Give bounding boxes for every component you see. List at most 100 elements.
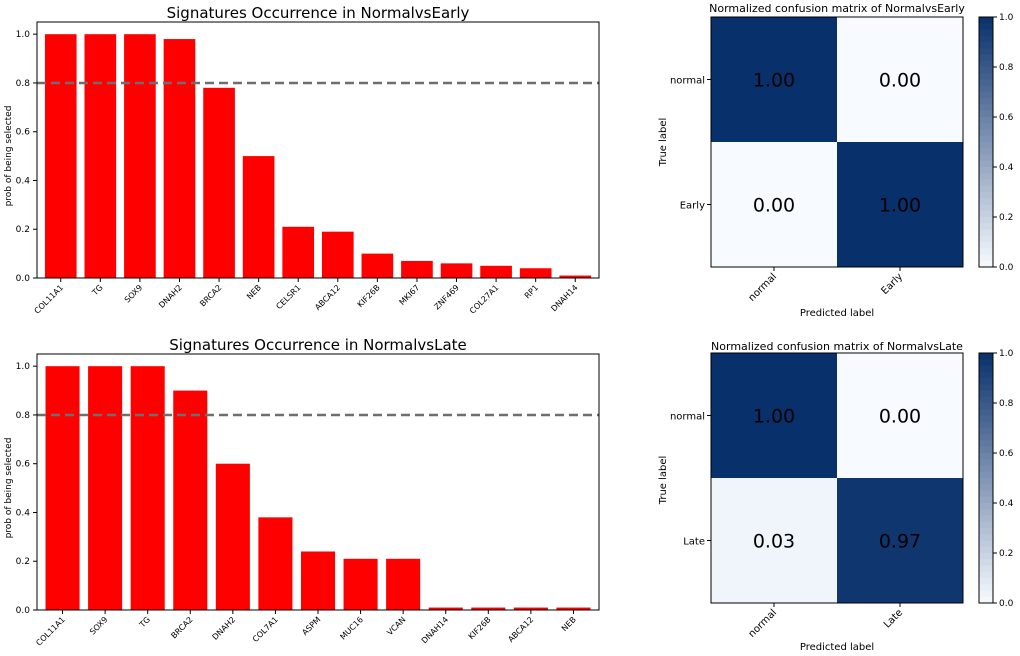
matrix-cell (711, 478, 837, 603)
colorbar-segment (979, 29, 993, 37)
colorbar-segment (979, 42, 993, 49)
x-tick-label: VCAN (385, 615, 407, 637)
colorbar-frame (978, 16, 994, 268)
bar (480, 265, 512, 278)
bar (242, 156, 275, 278)
matrix-cell (837, 478, 963, 603)
y-tick-label: Late (683, 537, 705, 548)
colorbar-segment (979, 17, 993, 24)
colorbar-tick-label: 1.0 (999, 349, 1014, 359)
colorbar-segment (979, 571, 993, 579)
bar (471, 607, 506, 610)
y-tick-label: 0.0 (16, 606, 31, 616)
x-tick-label: BRCA2 (198, 283, 223, 308)
colorbar-segment (979, 584, 993, 592)
matrix-cell (711, 353, 837, 478)
y-tick-label: 0.8 (16, 411, 31, 421)
colorbar-tick-label: 1.0 (999, 13, 1014, 23)
colorbar-segment (979, 85, 993, 93)
colorbar-segment (979, 384, 993, 392)
colorbar-segment (979, 210, 993, 218)
colorbar-segment (979, 471, 993, 479)
cell-value: 0.00 (753, 195, 795, 217)
colorbar-segment (979, 590, 993, 598)
y-tick-label: normal (670, 412, 705, 423)
y-tick-label: 0.2 (16, 557, 30, 567)
bar (282, 226, 315, 278)
x-tick-label: SOX9 (123, 283, 145, 305)
bar (386, 558, 421, 610)
colorbar-segment (979, 565, 993, 573)
colorbar-segment (979, 509, 993, 517)
bar (519, 268, 552, 278)
x-tick-label: DNAH2 (157, 283, 184, 310)
cell-value: 0.00 (879, 406, 921, 428)
colorbar-segment (979, 129, 993, 137)
matrix-cell (837, 17, 963, 142)
cell-value: 1.00 (753, 70, 795, 92)
bar (513, 607, 548, 610)
colorbar-segment (979, 198, 993, 206)
x-tick-label: ASPM (300, 615, 322, 637)
bar (559, 275, 592, 278)
colorbar-segment (979, 104, 993, 112)
colorbar-segment (979, 223, 993, 231)
colorbar-tick-label: 0.2 (999, 549, 1013, 559)
y-axis-label: prob of being selected (4, 438, 14, 539)
x-tick-label: CELSR1 (274, 283, 302, 311)
colorbar-tick-label: 0.6 (999, 113, 1014, 123)
x-tick-label: TG (90, 283, 105, 298)
y-axis-label: True label (658, 456, 669, 506)
colorbar-segment (979, 48, 993, 56)
x-axis-label: Predicted label (800, 642, 874, 653)
colorbar-segment (979, 596, 993, 604)
x-tick-label: COL11A1 (34, 615, 67, 648)
chart-title: Normalized confusion matrix of NormalvsL… (711, 340, 963, 353)
colorbar-segment (979, 365, 993, 373)
colorbar-segment (979, 242, 993, 249)
cell-value: 1.00 (753, 406, 795, 428)
colorbar-segment (979, 484, 993, 492)
x-tick-label: NEB (560, 615, 578, 633)
matrix-frame (710, 16, 964, 268)
y-tick-label: 0.4 (16, 508, 31, 518)
y-tick-label: 0.8 (16, 79, 31, 89)
colorbar-tick-label: 0.0 (999, 599, 1014, 609)
bar (130, 366, 165, 610)
colorbar-segment (979, 403, 993, 410)
colorbar-segment (979, 559, 993, 567)
x-tick-label: KIF26B (356, 283, 382, 309)
bar (203, 87, 235, 278)
colorbar-segment (979, 73, 993, 81)
y-axis-label: True label (658, 118, 669, 168)
x-tick-label: MUC16 (338, 615, 365, 642)
x-tick-label: DNAH2 (211, 615, 238, 642)
y-axis-label: prob of being selected (4, 106, 14, 207)
colorbar-segment (979, 546, 993, 554)
colorbar-segment (979, 421, 993, 429)
colorbar-segment (979, 465, 993, 473)
bar (321, 231, 354, 278)
colorbar-tick-label: 0.4 (999, 163, 1014, 173)
colorbar-segment (979, 446, 993, 454)
bar (173, 390, 208, 610)
colorbar-segment (979, 503, 993, 510)
bar-chart-normal-vs-late: Signatures Occurrence in NormalvsLate pr… (4, 336, 600, 648)
colorbar-segment (979, 79, 993, 87)
colorbar-segment (979, 235, 993, 243)
cell-value: 1.00 (879, 195, 921, 217)
bar (401, 260, 433, 278)
colorbar-segment (979, 578, 993, 585)
colorbar: 0.0 0.2 0.4 0.6 0.8 1.0 (978, 349, 1014, 609)
colorbar-segment (979, 459, 993, 467)
colorbar-segment (979, 204, 993, 212)
colorbar-segment (979, 428, 993, 435)
x-tick-label: COL27A1 (468, 283, 501, 316)
colorbar-segment (979, 110, 993, 118)
x-tick-label: BRCA2 (169, 615, 194, 640)
x-tick-label: DNAH14 (420, 615, 450, 645)
x-tick-label: NEB (245, 283, 263, 301)
colorbar-segment (979, 515, 993, 523)
matrix-frame (710, 352, 964, 604)
bar (45, 366, 80, 610)
